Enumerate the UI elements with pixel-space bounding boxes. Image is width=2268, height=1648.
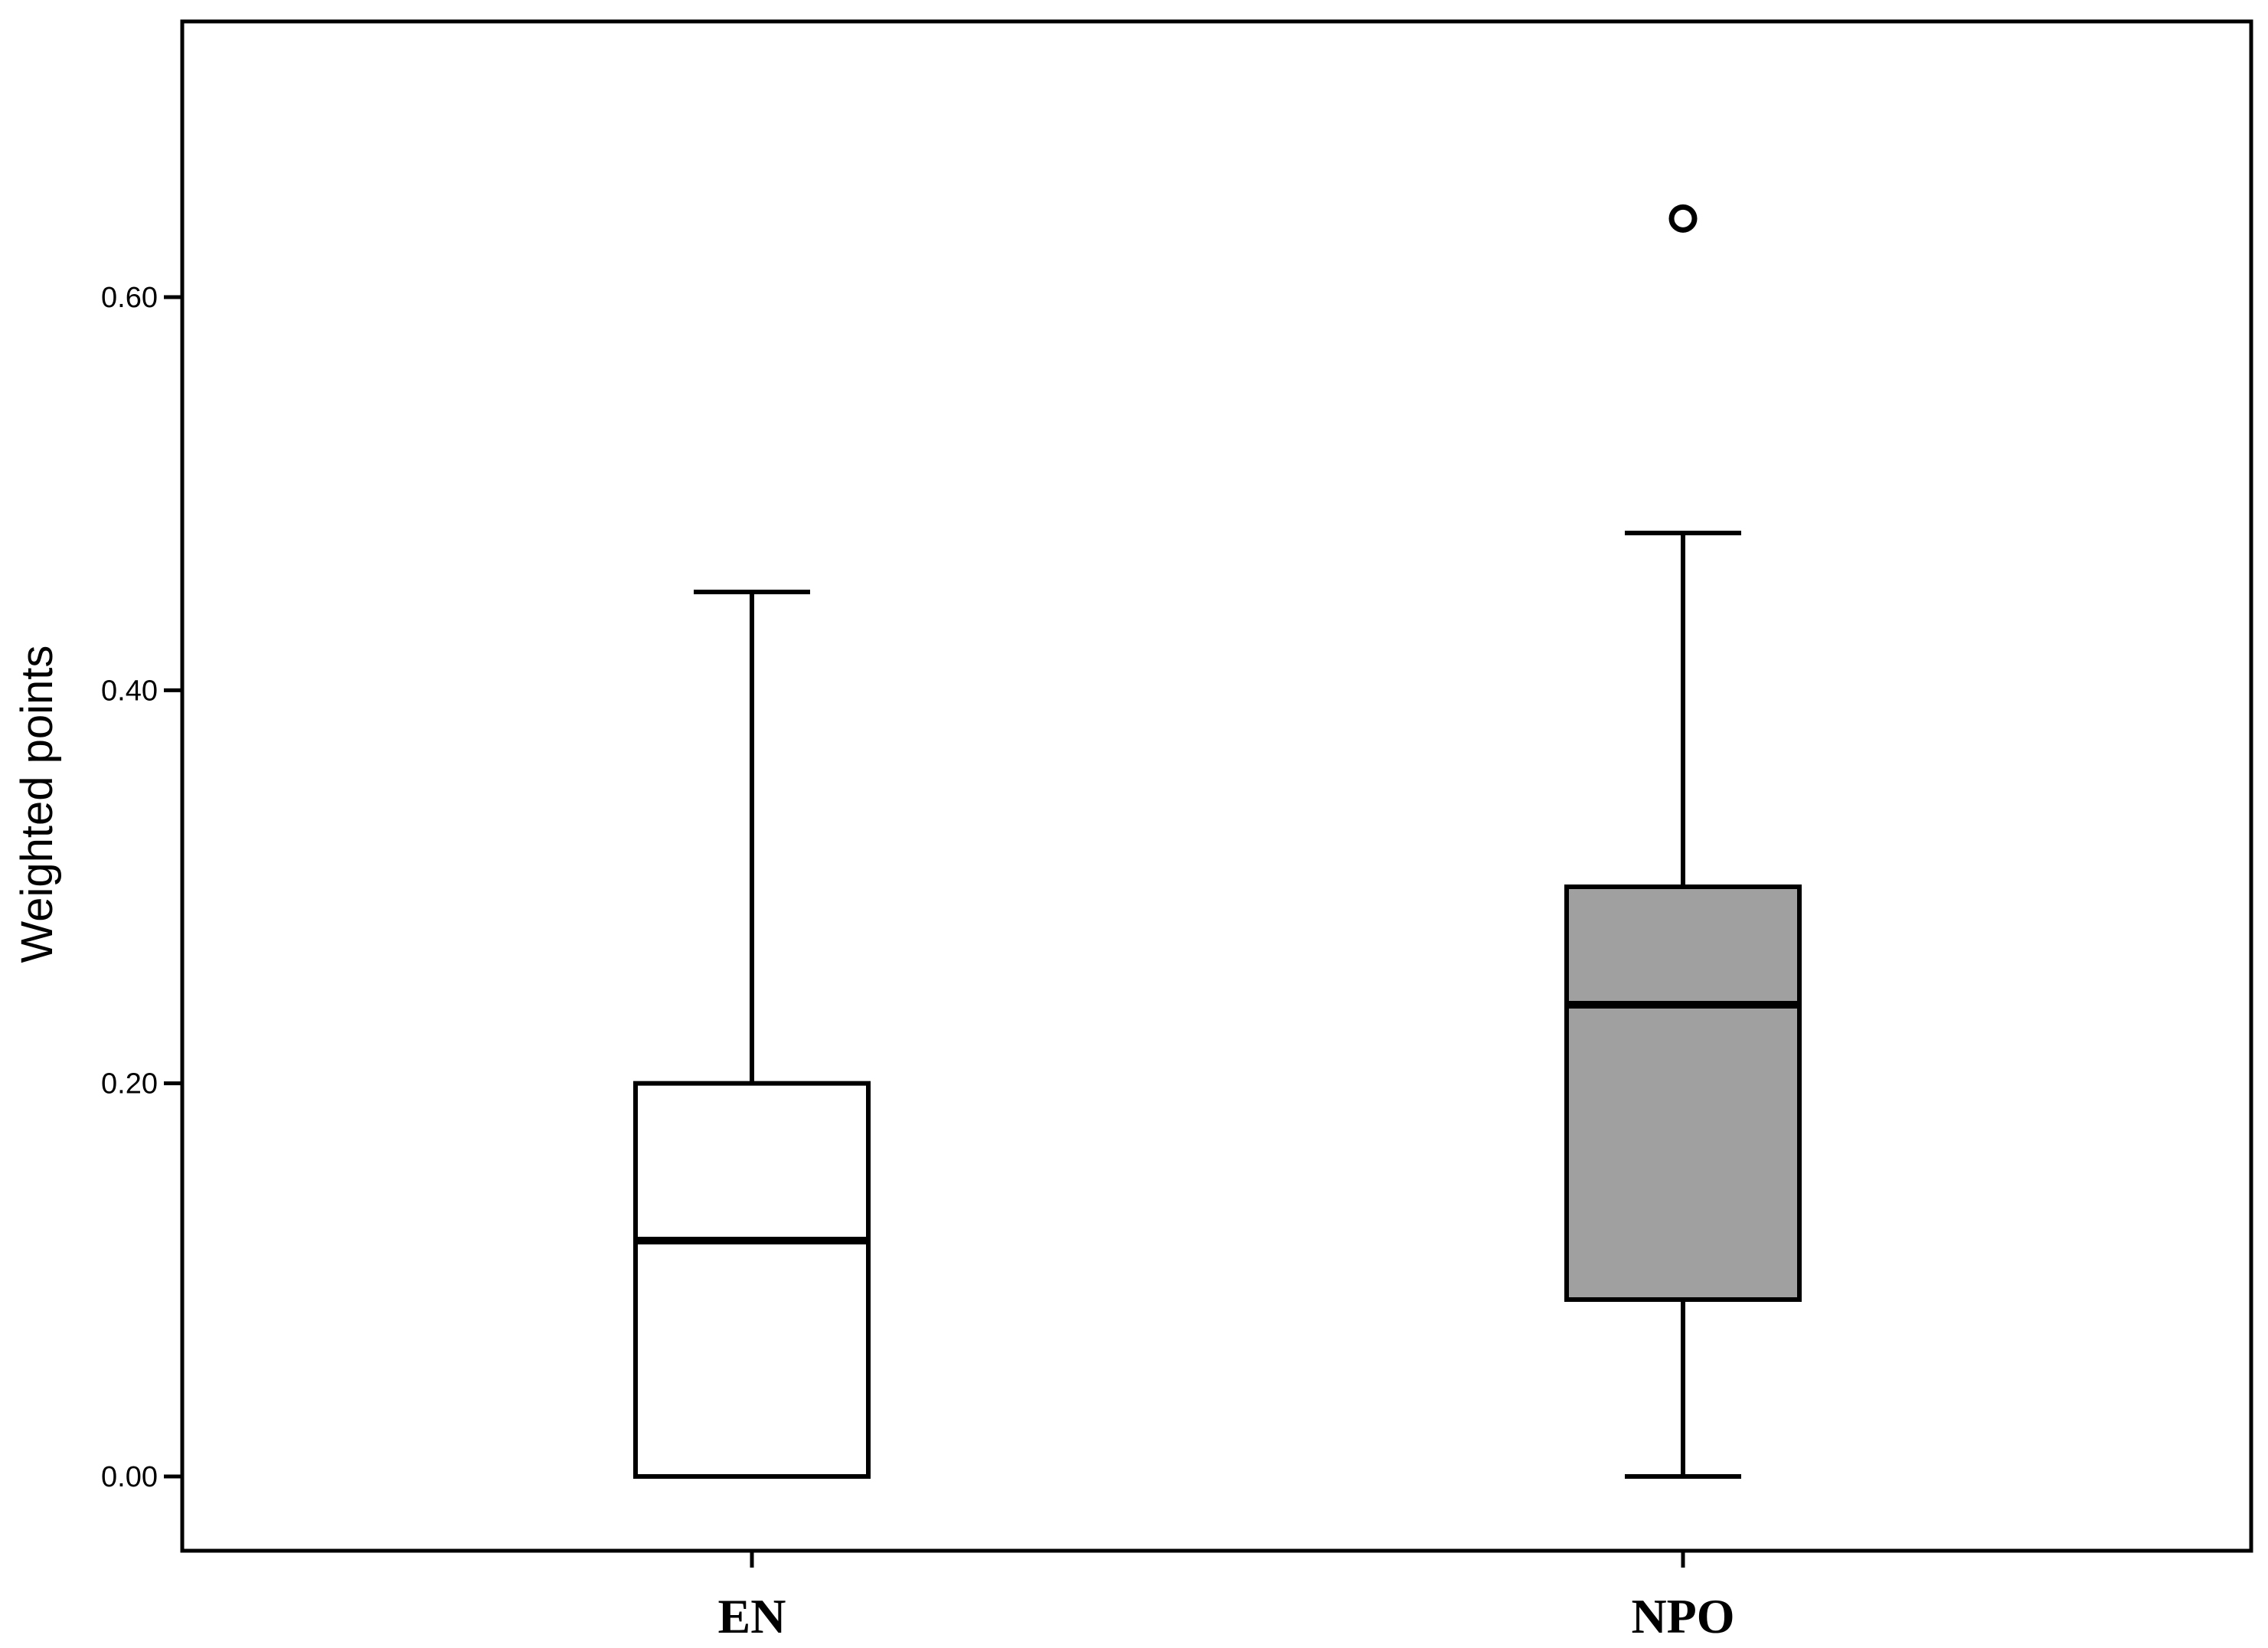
y-tick-label: 0.60 (101, 282, 158, 314)
y-axis: 0.00 0.20 0.40 0.60 (101, 282, 182, 1493)
y-axis-title: Weighted points (12, 646, 62, 963)
outlier-point (1668, 204, 1698, 233)
box-group-en (633, 590, 871, 1479)
x-tick-label: NPO (1631, 1589, 1734, 1643)
y-tick-label: 0.00 (101, 1461, 158, 1493)
box-group-npo (1564, 204, 1802, 1479)
x-axis: EN NPO (718, 1551, 1735, 1643)
y-tick-label: 0.40 (101, 675, 158, 707)
boxes-layer (633, 204, 1802, 1479)
box-iqr (1564, 884, 1802, 1302)
x-tick-label: EN (718, 1589, 786, 1643)
box-iqr (633, 1081, 871, 1479)
y-tick-label: 0.20 (101, 1068, 158, 1100)
plot-frame (180, 19, 2253, 1553)
